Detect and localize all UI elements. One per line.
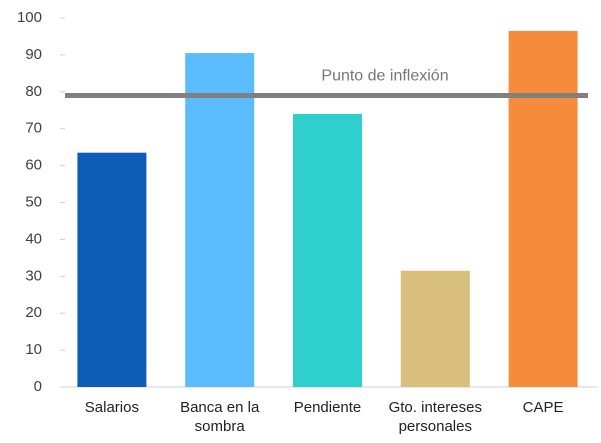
annotation: Punto de inflexión: [321, 68, 448, 85]
y-tick-label: 50: [25, 193, 42, 210]
y-tick-label: 40: [25, 230, 42, 247]
y-tick-label: 100: [17, 9, 42, 26]
x-tick-label: Pendiente: [293, 399, 362, 416]
y-tick-label: 20: [25, 304, 42, 321]
x-tick-label: Banca en la sombra: [180, 399, 260, 435]
y-tick-label: 0: [34, 378, 42, 395]
y-tick-label: 70: [25, 120, 42, 137]
y-tick-label: 80: [25, 83, 42, 100]
bar: [293, 113, 362, 387]
y-tick-label: 90: [25, 46, 42, 63]
x-tick-label: Gto. intereses personales: [388, 399, 482, 435]
y-tick-label: 10: [25, 341, 42, 358]
bar: [508, 30, 578, 387]
bar: [77, 152, 147, 387]
bar: [185, 53, 255, 388]
bar: [400, 270, 470, 387]
x-tick-label: Salarios: [84, 399, 139, 416]
y-tick-label: 30: [25, 267, 42, 284]
y-tick-label: 60: [25, 157, 42, 174]
x-tick-label: CAPE: [522, 399, 564, 416]
